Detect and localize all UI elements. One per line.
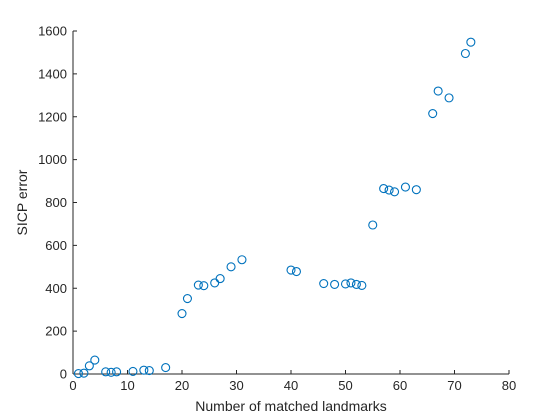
data-point — [319, 278, 329, 289]
data-point — [210, 278, 220, 288]
data-point — [177, 308, 187, 319]
data-point — [79, 368, 89, 378]
y-tick-label: 0 — [60, 367, 67, 382]
x-tick-label: 10 — [120, 378, 134, 393]
data-point — [215, 274, 225, 284]
data-points — [73, 37, 476, 379]
x-axis-label: Number of matched landmarks — [195, 398, 386, 414]
data-point — [286, 265, 296, 275]
data-point — [106, 367, 116, 377]
data-point — [291, 266, 302, 277]
y-tick-label: 600 — [45, 238, 67, 253]
data-point — [161, 363, 171, 373]
data-point — [84, 361, 94, 371]
data-point — [112, 367, 122, 377]
data-point — [351, 279, 361, 289]
x-tick-label: 20 — [175, 378, 189, 393]
y-tick-label: 1200 — [38, 109, 67, 124]
data-point — [182, 293, 192, 304]
data-point — [466, 37, 476, 47]
y-axis-label: SICP error — [14, 169, 30, 235]
data-point — [128, 366, 138, 376]
data-point — [460, 48, 470, 59]
y-tick-label: 400 — [45, 281, 67, 296]
y-tick-label: 1400 — [38, 66, 67, 81]
data-point — [73, 369, 83, 379]
data-point — [90, 355, 100, 365]
data-point — [400, 182, 411, 192]
data-point — [237, 255, 247, 265]
y-tick-label: 200 — [45, 324, 67, 339]
x-tick-label: 70 — [447, 378, 461, 393]
x-tick-label: 60 — [393, 378, 407, 393]
data-point — [144, 366, 154, 376]
data-point — [357, 280, 367, 291]
data-point — [384, 185, 394, 195]
data-point — [444, 93, 454, 103]
y-tick-label: 1000 — [38, 152, 67, 167]
data-point — [411, 185, 421, 195]
data-point — [139, 365, 149, 375]
data-point — [330, 279, 340, 289]
axes: 0 10 20 30 40 50 60 70 8002004006008001000120014… — [38, 24, 516, 394]
x-tick-label: 0 — [69, 378, 76, 393]
y-tick-label: 800 — [45, 195, 67, 210]
data-point — [193, 280, 203, 290]
data-point — [226, 262, 236, 272]
data-point — [199, 281, 209, 291]
x-tick-label: 30 — [229, 378, 243, 393]
data-point — [368, 220, 378, 230]
x-tick-label: 40 — [284, 378, 298, 393]
data-point — [340, 279, 351, 289]
data-point — [346, 278, 356, 288]
data-point — [101, 367, 111, 377]
data-point — [433, 86, 443, 96]
x-tick-label: 80 — [502, 378, 516, 393]
data-point — [379, 184, 389, 194]
y-tick-label: 1600 — [38, 24, 67, 39]
x-tick-label: 50 — [338, 378, 352, 393]
data-point — [389, 187, 400, 197]
data-point — [428, 108, 438, 119]
